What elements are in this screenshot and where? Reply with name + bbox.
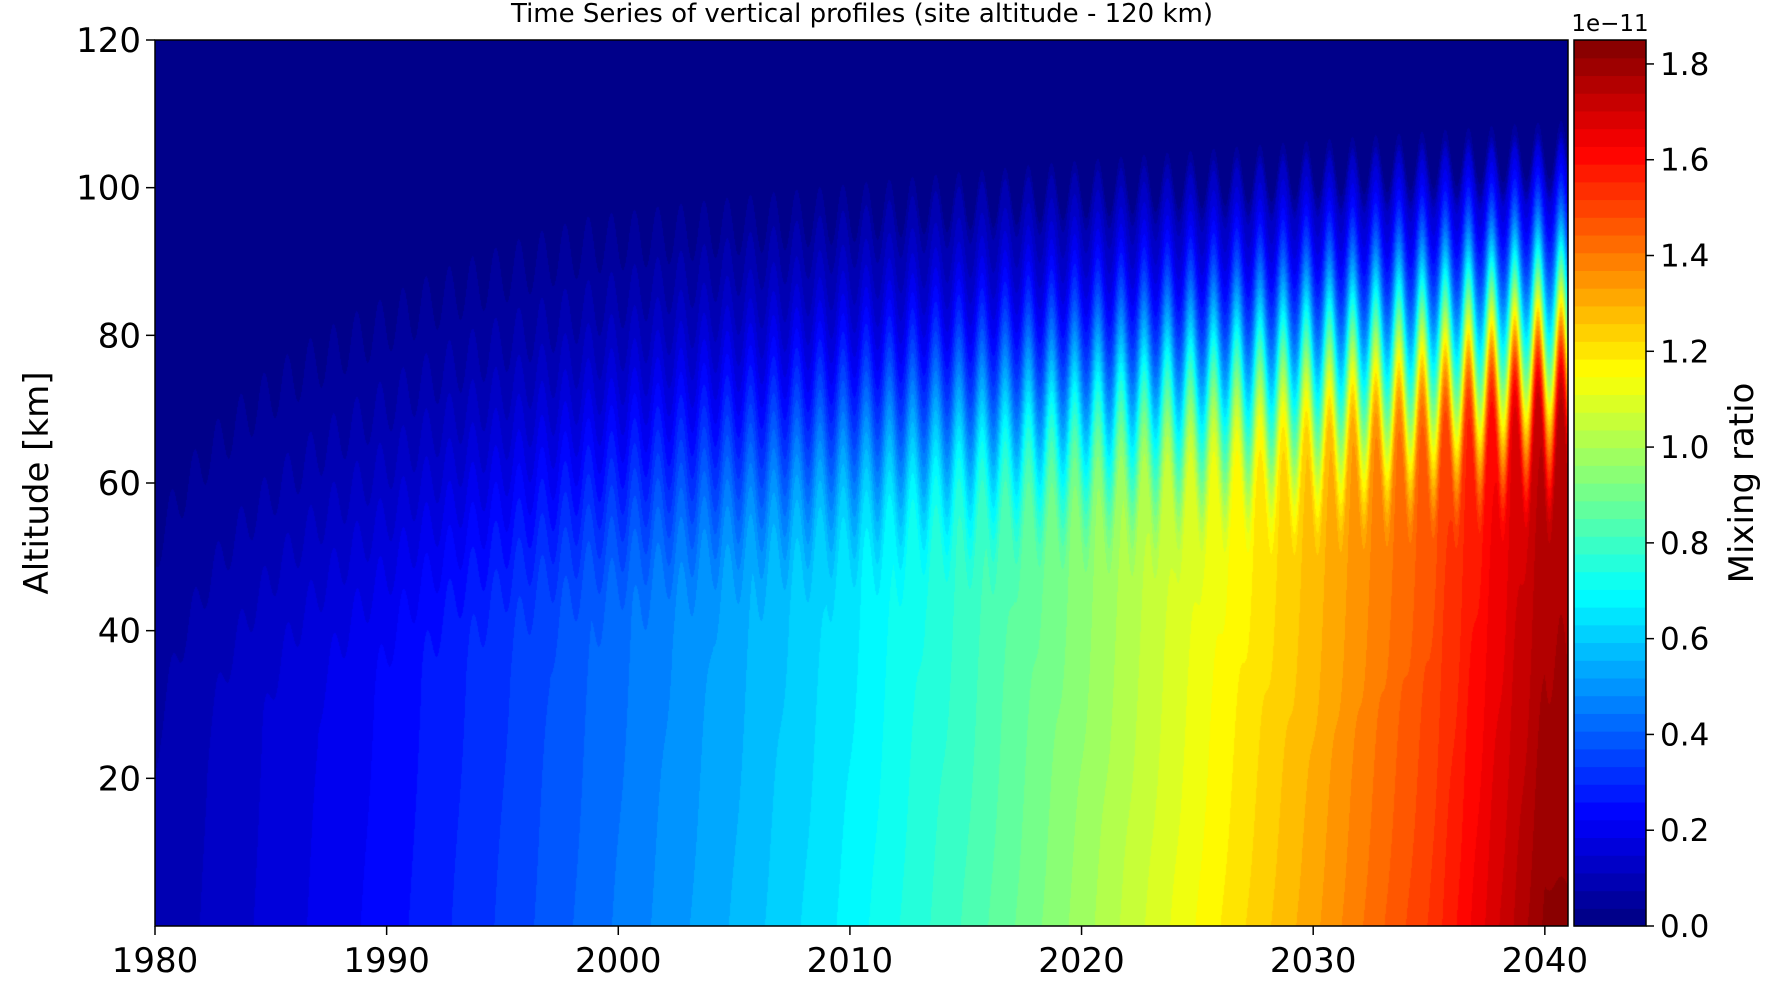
- colorbar-tick-label-0.6: 0.6: [1660, 622, 1709, 658]
- x-tick-label-1990: 1990: [343, 941, 430, 981]
- x-tick-label-2010: 2010: [807, 941, 894, 981]
- colorbar-tick-label-1.0: 1.0: [1660, 430, 1709, 466]
- colorbar-band: [1574, 801, 1646, 821]
- colorbar-tick-label-0.4: 0.4: [1660, 717, 1709, 753]
- colorbar-band: [1574, 429, 1646, 449]
- colorbar-band: [1574, 75, 1646, 94]
- colorbar-band: [1574, 483, 1646, 502]
- colorbar-band: [1574, 837, 1646, 856]
- colorbar-band: [1574, 518, 1646, 537]
- colorbar-tick-label-1.4: 1.4: [1660, 239, 1709, 275]
- plot-area: [154, 39, 1569, 927]
- colorbar-band: [1574, 181, 1646, 201]
- colorbar-band: [1574, 589, 1646, 608]
- x-axis: 1980 1990 2000 2010 2020 2030 2040: [112, 926, 1588, 981]
- y-tick-label-20: 20: [98, 759, 141, 799]
- colorbar-band: [1574, 146, 1646, 165]
- colorbar-band: [1574, 358, 1646, 378]
- colorbar-band: [1574, 110, 1646, 130]
- colorbar-band: [1574, 128, 1646, 147]
- y-tick-label-100: 100: [76, 169, 141, 209]
- colorbar-band: [1574, 323, 1646, 342]
- colorbar-band: [1574, 536, 1646, 555]
- colorbar-band: [1574, 341, 1646, 360]
- colorbar-band: [1574, 624, 1646, 644]
- x-tick-label-2040: 2040: [1502, 941, 1589, 981]
- colorbar-bands: [1574, 40, 1646, 927]
- colorbar-ticks: 0.0 0.2 0.4 0.6 0.8 1.0 1.2 1.4 1.6 1.8: [1646, 47, 1709, 945]
- colorbar-band: [1574, 731, 1646, 750]
- x-tick-label-2030: 2030: [1270, 941, 1357, 981]
- x-tick-label-2020: 2020: [1038, 941, 1125, 981]
- colorbar-band: [1574, 713, 1646, 732]
- y-tick-label-40: 40: [98, 612, 141, 652]
- colorbar-band: [1574, 164, 1646, 183]
- heatmap-canvas: [155, 40, 1568, 926]
- y-tick-label-120: 120: [76, 21, 141, 61]
- colorbar-band: [1574, 553, 1646, 573]
- colorbar-band: [1574, 270, 1646, 289]
- x-tick-label-2000: 2000: [575, 941, 662, 981]
- colorbar-band: [1574, 465, 1646, 484]
- y-axis-label: Altitude [km]: [17, 371, 57, 594]
- colorbar-band: [1574, 40, 1646, 59]
- colorbar-band: [1574, 872, 1646, 892]
- colorbar-band: [1574, 677, 1646, 697]
- colorbar-band: [1574, 908, 1646, 927]
- colorbar-band: [1574, 607, 1646, 626]
- colorbar-tick-label-1.6: 1.6: [1660, 143, 1709, 179]
- colorbar-band: [1574, 376, 1646, 395]
- colorbar-band: [1574, 447, 1646, 466]
- colorbar-band: [1574, 748, 1646, 768]
- colorbar-band: [1574, 288, 1646, 307]
- colorbar-band: [1574, 660, 1646, 679]
- colorbar-band: [1574, 784, 1646, 803]
- colorbar-scale-label: 1e−11: [1571, 11, 1648, 37]
- colorbar-band: [1574, 305, 1646, 325]
- colorbar-band: [1574, 571, 1646, 590]
- colorbar-tick-label-1.8: 1.8: [1660, 47, 1709, 83]
- colorbar-band: [1574, 412, 1646, 431]
- colorbar-tick-label-0.0: 0.0: [1660, 909, 1709, 945]
- y-tick-label-80: 80: [98, 316, 141, 356]
- colorbar-band: [1574, 819, 1646, 838]
- chart-title: Time Series of vertical profiles (site a…: [510, 0, 1213, 29]
- colorbar-band: [1574, 93, 1646, 112]
- colorbar-frame: [1573, 39, 1647, 927]
- colorbar-band: [1574, 890, 1646, 909]
- colorbar-band: [1574, 217, 1646, 236]
- colorbar-tick-label-0.2: 0.2: [1660, 813, 1709, 849]
- colorbar-tick-label-0.8: 0.8: [1660, 526, 1709, 562]
- colorbar-band: [1574, 855, 1646, 874]
- colorbar-band: [1574, 500, 1646, 520]
- colorbar-band: [1574, 642, 1646, 661]
- colorbar-band: [1574, 695, 1646, 714]
- x-tick-label-1980: 1980: [112, 941, 199, 981]
- colorbar-tick-label-1.2: 1.2: [1660, 334, 1709, 370]
- y-tick-label-60: 60: [98, 464, 141, 504]
- colorbar-band: [1574, 234, 1646, 254]
- heatmap-surface: [155, 40, 1568, 926]
- colorbar-band: [1574, 766, 1646, 785]
- colorbar-band: [1574, 199, 1646, 218]
- y-axis: 20 40 60 80 100 120: [76, 21, 155, 799]
- colorbar-label: Mixing ratio: [1722, 383, 1762, 584]
- colorbar-band: [1574, 57, 1646, 77]
- colorbar-band: [1574, 252, 1646, 271]
- colorbar: 0.0 0.2 0.4 0.6 0.8 1.0 1.2 1.4 1.6 1.8 1e−11 Mix…: [1571, 11, 1762, 945]
- colorbar-band: [1574, 394, 1646, 413]
